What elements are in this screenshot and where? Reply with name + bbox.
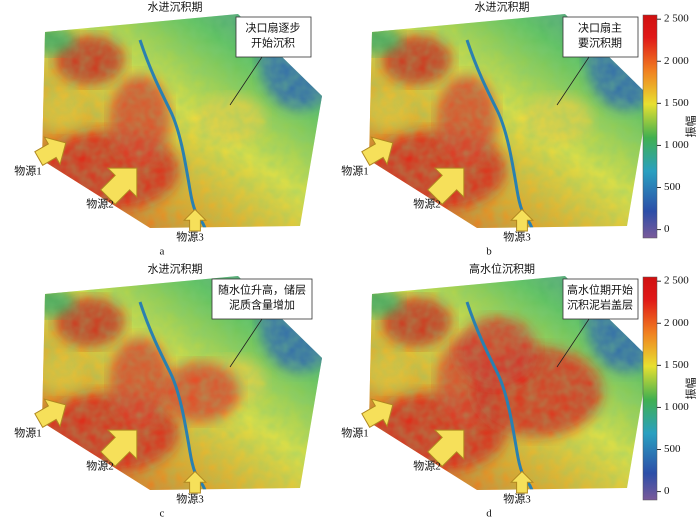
source-label: 物源2 <box>413 459 441 473</box>
callout-box <box>562 16 639 58</box>
panel-title: 水进沉积期 <box>148 263 203 276</box>
colorbar-tick-label: 1 000 <box>664 139 689 151</box>
callout-box <box>562 278 639 320</box>
colorbar-tick-label: 0 <box>664 223 670 235</box>
source-label: 物源2 <box>86 459 114 473</box>
panel-label: b <box>486 246 492 258</box>
callout-box <box>235 16 312 58</box>
callout-leader <box>556 318 590 368</box>
source-label: 物源1 <box>14 426 42 440</box>
colorbar-tick-label: 2 000 <box>664 55 689 67</box>
colorbar-tick-label: 500 <box>664 181 681 193</box>
source-label: 物源3 <box>503 492 531 506</box>
source-arrow <box>361 398 394 428</box>
callout-leader <box>229 56 263 106</box>
colorbar-tick-label: 2 500 <box>664 275 689 287</box>
callout-text: 随水位升高，储层 <box>218 283 306 297</box>
source-arrow <box>182 208 208 232</box>
callout-text: 高水位期开始 <box>567 283 633 297</box>
source-arrow <box>361 136 394 166</box>
callout-box <box>211 278 313 320</box>
panel-label: c <box>160 508 165 520</box>
source-arrow <box>100 167 138 205</box>
colorbar-tick-label: 0 <box>664 485 670 497</box>
source-label: 物源3 <box>176 492 204 506</box>
colorbar-label: 振幅 <box>684 116 698 138</box>
panel-label: a <box>160 246 165 258</box>
colorbar-label: 振幅 <box>684 378 698 400</box>
colorbar <box>642 276 658 501</box>
colorbar-tick-label: 1 500 <box>664 97 689 109</box>
panel-label: d <box>486 508 492 520</box>
source-arrow <box>34 136 67 166</box>
panel-title: 水进沉积期 <box>148 1 203 14</box>
callout-text: 要沉积期 <box>578 37 622 50</box>
source-label: 物源2 <box>413 197 441 211</box>
callout-text: 开始沉积 <box>251 36 295 50</box>
source-arrow <box>509 208 535 232</box>
callout-leader <box>229 318 263 368</box>
panel-title: 高水位沉积期 <box>469 262 535 276</box>
source-label: 物源3 <box>503 230 531 244</box>
source-label: 物源2 <box>86 197 114 211</box>
source-label: 物源1 <box>341 426 369 440</box>
source-arrow <box>427 167 465 205</box>
colorbar-tick-label: 2 500 <box>664 13 689 25</box>
colorbar <box>642 14 658 239</box>
callout-text: 决口扇逐步 <box>246 21 301 35</box>
source-label: 物源1 <box>14 164 42 178</box>
source-arrow <box>182 470 208 494</box>
colorbar-tick-label: 500 <box>664 443 681 455</box>
callout-text: 沉积泥岩盖层 <box>567 298 633 312</box>
source-arrow <box>427 429 465 467</box>
source-arrow <box>100 429 138 467</box>
callout-text: 决口扇主 <box>578 21 622 35</box>
callout-text: 泥质含量增加 <box>229 298 295 312</box>
source-arrow <box>34 398 67 428</box>
colorbar-tick-label: 1 500 <box>664 359 689 371</box>
source-label: 物源1 <box>341 164 369 178</box>
panel-title: 水进沉积期 <box>475 1 530 14</box>
source-arrow <box>509 470 535 494</box>
colorbar-tick-label: 1 000 <box>664 401 689 413</box>
callout-leader <box>556 56 590 106</box>
source-label: 物源3 <box>176 230 204 244</box>
colorbar-tick-label: 2 000 <box>664 317 689 329</box>
